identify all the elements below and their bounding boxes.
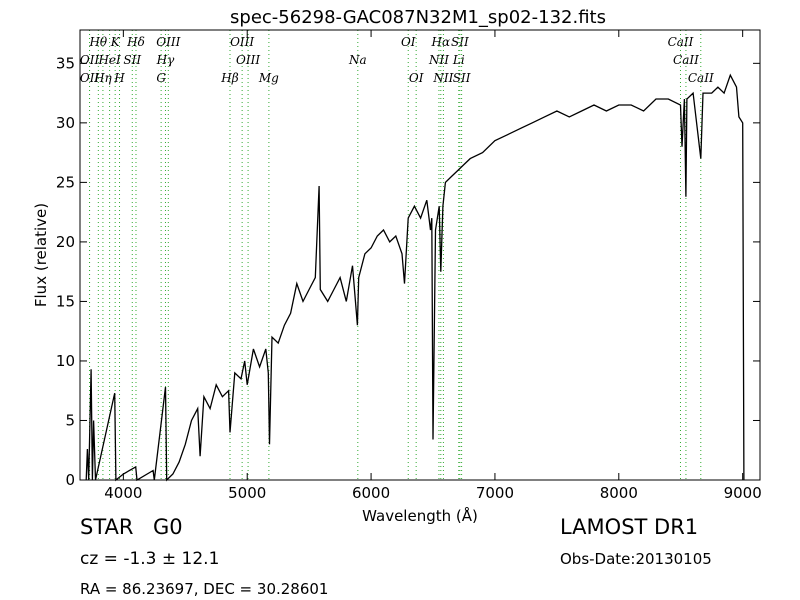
spectral-line-label: NII: [428, 53, 449, 67]
y-tick-label: 30: [56, 114, 75, 132]
spectral-line-label: CaII: [673, 53, 699, 67]
spectral-line-label: OIII: [230, 35, 254, 49]
coordinates: RA = 86.23697, DEC = 30.28601: [80, 580, 328, 598]
spectral-line-label: NII: [432, 71, 453, 85]
x-tick-label: 6000: [352, 484, 390, 502]
spectral-line-label: K: [110, 35, 121, 49]
chart-title: spec-56298-GAC087N32M1_sp02-132.fits: [230, 7, 606, 28]
spectral-line-label: Hα: [431, 35, 451, 49]
y-tick-label: 0: [65, 471, 75, 489]
x-tick-label: 7000: [476, 484, 514, 502]
spectral-line-label: OIII: [156, 35, 180, 49]
survey: LAMOST DR1: [560, 515, 698, 539]
spectral-line-label: Hδ: [126, 35, 145, 49]
spectral-line-label: SII: [453, 71, 471, 85]
spectral-line-label: CaII: [668, 35, 694, 49]
x-tick-label: 5000: [228, 484, 266, 502]
y-tick-label: 35: [56, 54, 75, 72]
spectral-line-label: OI: [401, 35, 416, 49]
spectral-line-label: HeI: [97, 53, 121, 67]
spectral-line-label: Hη: [93, 71, 112, 85]
y-tick-label: 15: [56, 292, 75, 310]
x-tick-label: 8000: [600, 484, 638, 502]
y-tick-label: 25: [56, 173, 75, 191]
spectral-line-label: H: [113, 71, 125, 85]
object-subclass: G0: [153, 515, 183, 539]
obs-date: Obs-Date:20130105: [560, 550, 712, 568]
x-axis-label: Wavelength (Å): [362, 506, 478, 525]
spectral-line-label: SII: [123, 53, 141, 67]
y-tick-label: 5: [65, 411, 75, 429]
plot-frame: [79, 29, 761, 481]
spectrum-line: [85, 73, 745, 482]
spectral-line-label: SII: [451, 35, 469, 49]
spectral-line-label: CaII: [688, 71, 714, 85]
object-class: STAR: [80, 515, 133, 539]
spectral-line-label: G: [156, 71, 166, 85]
spectral-line-label: OI: [409, 71, 424, 85]
spectral-line-label: OII: [80, 71, 100, 85]
spectral-line-label: OII: [80, 53, 100, 67]
x-tick-label: 9000: [724, 484, 762, 502]
y-tick-label: 10: [56, 352, 75, 370]
y-tick-label: 20: [56, 233, 75, 251]
spectral-line-label: Hγ: [156, 53, 175, 67]
y-axis-label: Flux (relative): [32, 203, 50, 307]
x-tick-label: 4000: [104, 484, 142, 502]
spectral-line-label: Hβ: [220, 71, 238, 85]
spectral-line-label: Mg: [258, 71, 279, 85]
spectral-line-label: Na: [348, 53, 367, 67]
spectral-line-label: Hθ: [88, 35, 107, 49]
spectral-line-label: Li: [452, 53, 465, 67]
redshift: cz = -1.3 ± 12.1: [80, 549, 219, 569]
spectral-line-label: OIII: [236, 53, 260, 67]
